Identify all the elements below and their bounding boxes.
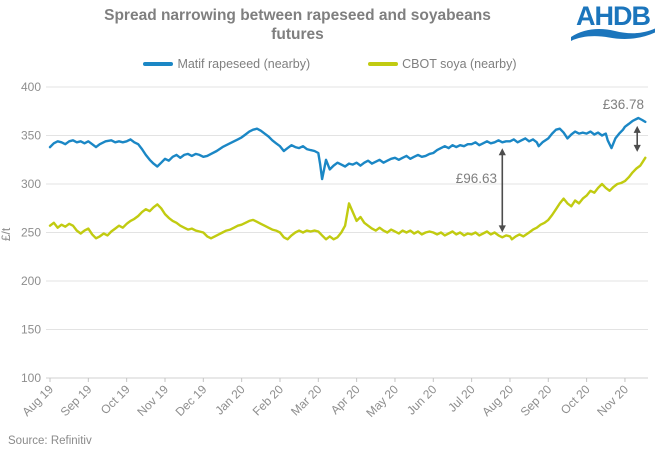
svg-text:Nov 19: Nov 19 <box>134 382 171 419</box>
svg-text:250: 250 <box>21 226 41 240</box>
source-note: Source: Refinitiv <box>8 435 92 447</box>
svg-text:Jun 20: Jun 20 <box>404 382 440 418</box>
svg-text:400: 400 <box>21 80 41 94</box>
svg-text:Sep 19: Sep 19 <box>58 382 95 419</box>
legend-item-rapeseed: Matif rapeseed (nearby) <box>143 57 310 71</box>
x-axis-labels: Aug 19 Sep 19 Oct 19 Nov 19 Dec 19 Jan 20 Feb … <box>19 382 631 420</box>
chart-title-line1: Spread narrowing between rapeseed and so… <box>104 7 491 24</box>
svg-text:150: 150 <box>21 323 41 337</box>
legend-item-soya: CBOT soya (nearby) <box>368 57 517 71</box>
rapeseed-line-swatch <box>143 62 174 66</box>
svg-text:Oct 19: Oct 19 <box>98 382 133 417</box>
svg-text:Nov 20: Nov 20 <box>594 382 631 419</box>
series-line-soya <box>48 156 647 241</box>
annotation-spread-nov: £36.78 <box>603 97 644 152</box>
annotation-spread-aug: £96.63 <box>456 148 506 233</box>
svg-text:May 20: May 20 <box>363 382 401 420</box>
ahdb-logo-text: AHDB <box>576 1 651 31</box>
gridlines <box>46 86 648 379</box>
svg-text:Aug 19: Aug 19 <box>19 382 56 419</box>
legend-label-rapeseed: Matif rapeseed (nearby) <box>177 57 311 71</box>
chart-title-line2: futures <box>271 26 324 44</box>
svg-text:100: 100 <box>21 371 41 385</box>
y-axis-labels: 400 350 300 250 200 150 100 <box>21 80 41 385</box>
soya-line-swatch <box>368 62 399 66</box>
ahdb-logo: AHDB <box>571 3 655 41</box>
series-line-rapeseed <box>48 116 647 181</box>
svg-text:Jan 20: Jan 20 <box>212 382 248 418</box>
svg-text:Sep 20: Sep 20 <box>518 382 555 419</box>
ahdb-wave-icon <box>571 28 655 41</box>
annotation-label: £36.78 <box>603 97 644 112</box>
svg-text:Apr 20: Apr 20 <box>328 382 363 417</box>
legend-label-soya: CBOT soya (nearby) <box>402 57 517 71</box>
svg-text:Oct 20: Oct 20 <box>558 382 593 417</box>
x-axis-ticks <box>49 378 626 382</box>
svg-text:Mar 20: Mar 20 <box>288 382 325 419</box>
y-axis-title: £/t <box>0 227 13 241</box>
svg-text:Jul 20: Jul 20 <box>445 382 478 415</box>
svg-text:350: 350 <box>21 129 41 143</box>
chart-title: Spread narrowing between rapeseed and so… <box>10 6 585 45</box>
svg-text:Aug 20: Aug 20 <box>479 382 516 419</box>
svg-text:Feb 20: Feb 20 <box>250 382 287 419</box>
svg-text:Dec 19: Dec 19 <box>173 382 210 419</box>
svg-text:300: 300 <box>21 177 41 191</box>
svg-text:200: 200 <box>21 274 41 288</box>
annotation-label: £96.63 <box>456 171 497 186</box>
legend: Matif rapeseed (nearby) CBOT soya (nearb… <box>0 57 660 71</box>
